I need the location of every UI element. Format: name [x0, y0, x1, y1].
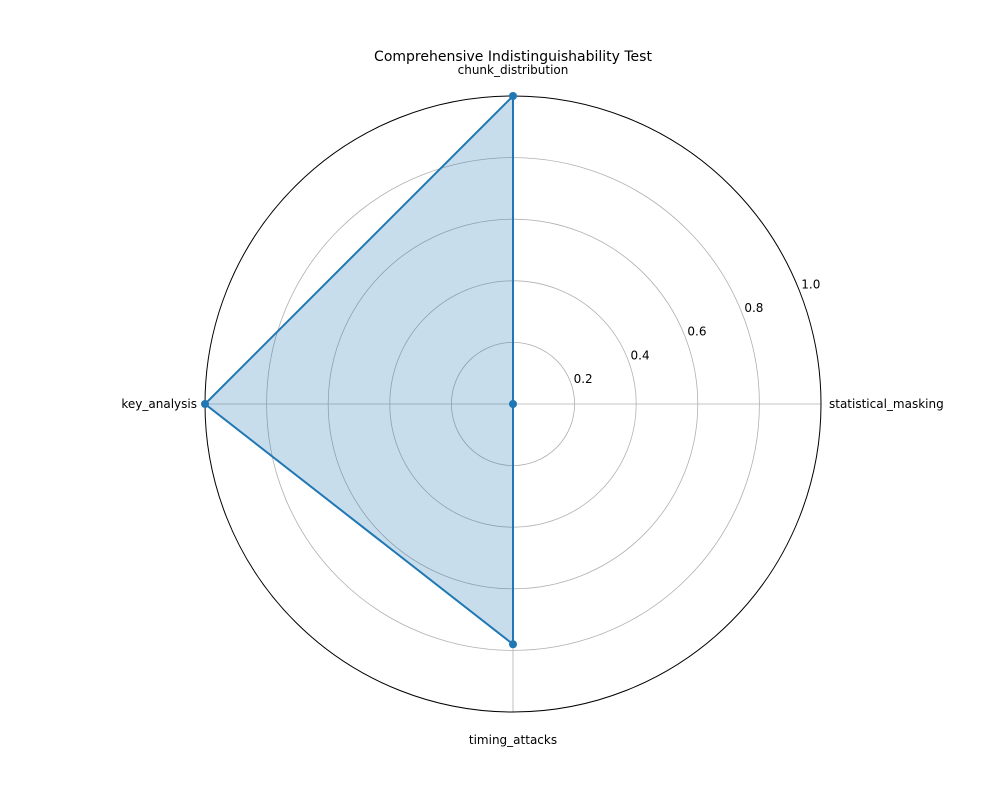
category-label: timing_attacks	[469, 733, 557, 747]
category-label: key_analysis	[121, 397, 197, 411]
radial-tick-label: 1.0	[801, 278, 820, 292]
category-labels: statistical_masking chunk_distributionkey…	[121, 63, 943, 747]
data-point	[509, 400, 517, 408]
category-label: statistical_masking	[829, 397, 944, 411]
category-label: chunk_distribution	[458, 63, 569, 77]
radial-tick-labels: 0.2 0.4 0.6 0.8 1.0	[574, 278, 821, 386]
chart-title: Comprehensive Indistinguishability Test	[374, 49, 652, 65]
radial-tick-label: 0.8	[744, 301, 763, 315]
data-point	[201, 400, 209, 408]
radial-tick-label: 0.2	[574, 372, 593, 386]
data-series	[201, 92, 517, 649]
series-area	[205, 96, 513, 645]
radial-tick-label: 0.4	[631, 348, 650, 362]
data-point	[509, 640, 517, 649]
data-point	[509, 92, 517, 100]
radial-tick-label: 0.6	[687, 325, 706, 339]
